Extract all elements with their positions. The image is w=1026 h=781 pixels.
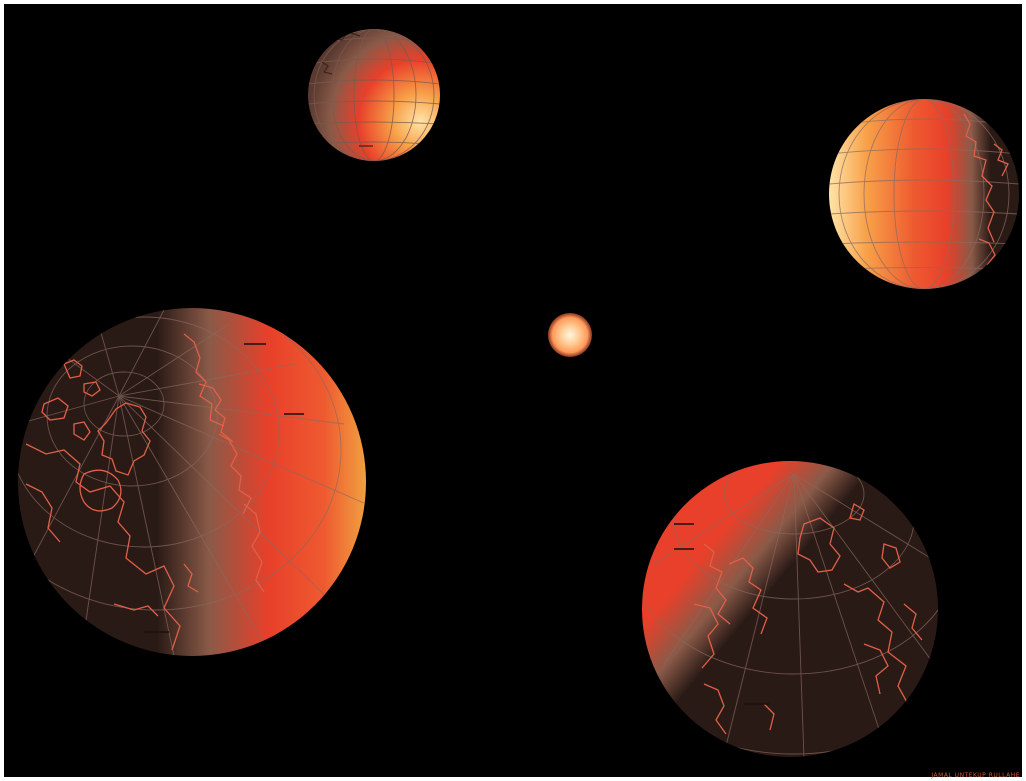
- space-background: [4, 4, 1022, 777]
- graticule-lines: [18, 308, 366, 656]
- shadow-marks: [144, 343, 304, 633]
- globe-upper-right: [829, 99, 1019, 289]
- coastline-lines: [693, 503, 923, 735]
- shadow-marks: [674, 523, 769, 705]
- globe-left: [18, 308, 366, 656]
- earth-orbit-illustration: [18, 29, 1019, 757]
- graticule-lines: [829, 99, 1019, 289]
- sun: [548, 313, 592, 357]
- globe-lower-right: [642, 461, 938, 757]
- graticule-lines: [642, 461, 938, 757]
- coastline-lines: [25, 333, 265, 651]
- coastline-lines: [963, 113, 1009, 266]
- globe-top: [308, 29, 440, 161]
- photo-credit: JAMAL UNTEKUP RULLAHE: [931, 772, 1020, 779]
